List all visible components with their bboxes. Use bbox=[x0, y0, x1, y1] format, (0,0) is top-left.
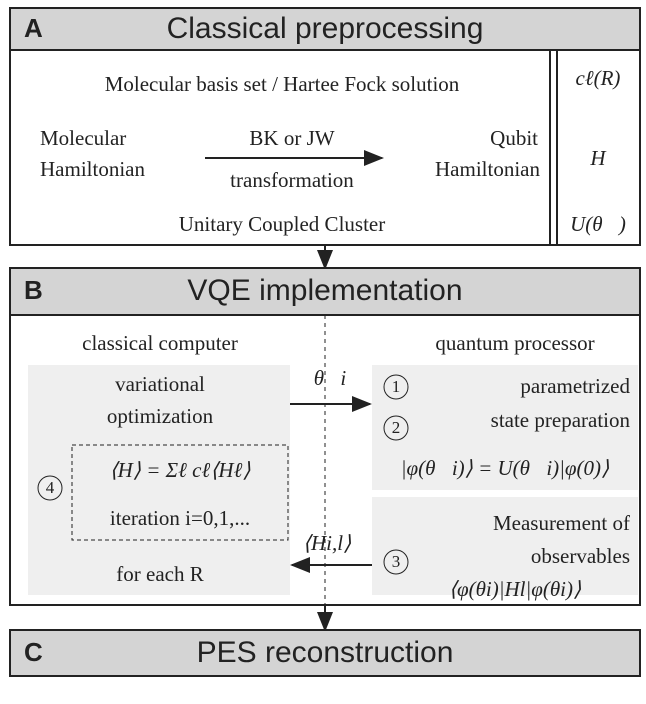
text: state preparation bbox=[491, 408, 631, 432]
step: 3 bbox=[392, 552, 401, 571]
math: H bbox=[589, 146, 607, 170]
dashed-box bbox=[71, 444, 289, 541]
text: BK or JW bbox=[249, 126, 334, 150]
text: parametrized bbox=[520, 374, 630, 398]
text: iteration i=0,1,... bbox=[110, 506, 250, 530]
circle bbox=[37, 475, 63, 501]
text: Hamiltonian bbox=[40, 157, 145, 181]
math: θ⃗i bbox=[314, 366, 347, 390]
letter: A bbox=[24, 13, 43, 43]
math: U(θ⃗) bbox=[570, 212, 626, 236]
math: cℓ(R) bbox=[576, 66, 621, 90]
text: observables bbox=[531, 544, 630, 568]
letter: B bbox=[24, 275, 43, 305]
panel bbox=[28, 365, 290, 595]
math: |φ(θ⃗i)⟩ = U(θ⃗i)|φ(0)⟩ bbox=[401, 456, 609, 480]
section-title: PES reconstruction bbox=[197, 636, 454, 669]
text: Molecular bbox=[40, 126, 126, 150]
text: classical computer bbox=[82, 331, 238, 355]
header-c bbox=[9, 629, 641, 677]
circle bbox=[383, 374, 409, 400]
section-title: Classical preprocessing bbox=[167, 12, 484, 45]
math: ⟨H⟩ = Σℓ cℓ⟨Hℓ⟩ bbox=[109, 458, 250, 482]
text: Hamiltonian bbox=[435, 157, 540, 181]
math: ⟨φ(θi)|Hl|φ(θi)⟩ bbox=[449, 577, 581, 601]
step: 2 bbox=[392, 418, 401, 437]
text: optimization bbox=[107, 404, 214, 428]
text: quantum processor bbox=[435, 331, 594, 355]
math: ⟨Hi,l⟩ bbox=[303, 531, 351, 555]
text: transformation bbox=[230, 168, 354, 192]
body-a bbox=[9, 49, 641, 246]
section-title: VQE implementation bbox=[187, 274, 462, 307]
panel bbox=[372, 365, 638, 490]
text: Qubit bbox=[490, 126, 538, 150]
header-b bbox=[9, 267, 641, 316]
step: 4 bbox=[46, 478, 55, 497]
text: Measurement of bbox=[493, 511, 630, 535]
letter: C bbox=[24, 637, 43, 667]
header-a bbox=[9, 7, 641, 51]
text: Molecular basis set / Hartee Fock soluti… bbox=[105, 72, 460, 96]
step: 1 bbox=[392, 377, 401, 396]
circle bbox=[383, 549, 409, 575]
panel bbox=[372, 497, 638, 595]
circle bbox=[383, 415, 409, 441]
text: variational bbox=[115, 372, 205, 396]
text: Unitary Coupled Cluster bbox=[179, 212, 385, 236]
text: for each R bbox=[116, 562, 203, 586]
